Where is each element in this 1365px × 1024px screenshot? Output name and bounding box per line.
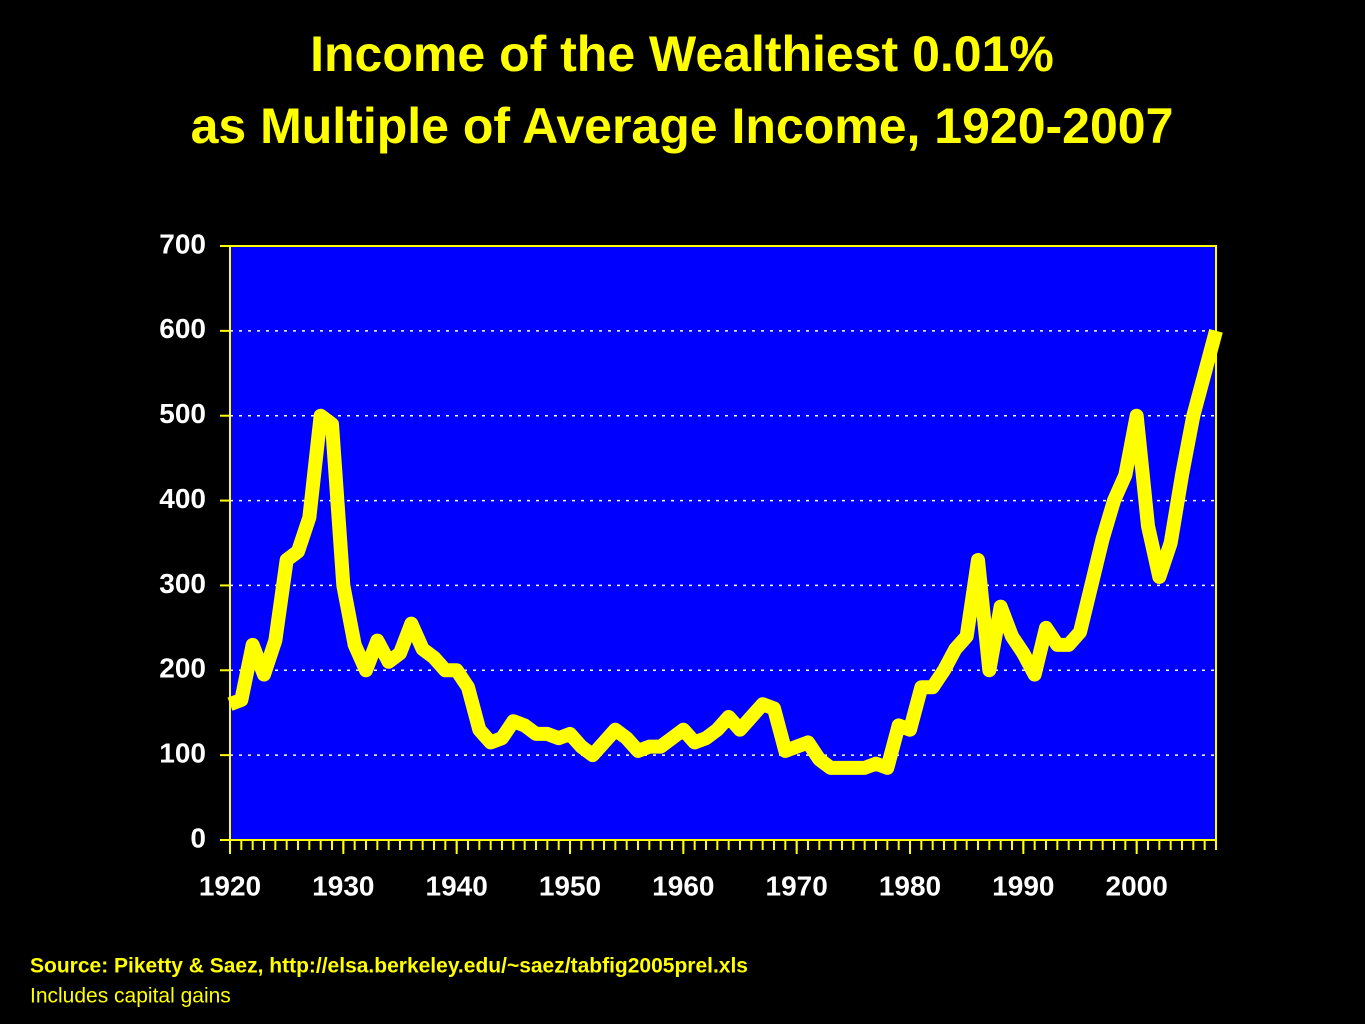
x-tick-label: 1990 [992,870,1054,901]
chart-title: Income of the Wealthiest 0.01% [310,26,1054,82]
source: Source: Piketty & Saez, http://elsa.berk… [30,955,748,978]
y-tick-label: 200 [159,653,206,684]
plot-area [229,245,1217,841]
chart-title: as Multiple of Average Income, 1920-2007 [191,98,1174,154]
x-tick-label: 1980 [879,870,941,901]
x-tick-label: 1970 [766,870,828,901]
note: Includes capital gains [30,985,231,1008]
y-tick-label: 700 [159,228,206,259]
y-tick-label: 600 [159,313,206,344]
y-tick-label: 0 [190,822,206,853]
x-tick-label: 1960 [652,870,714,901]
y-tick-label: 100 [159,738,206,769]
y-tick-label: 500 [159,398,206,429]
data-line [227,329,1223,775]
y-tick-label: 400 [159,483,206,514]
y-tick-label: 300 [159,568,206,599]
x-tick-label: 1930 [312,870,374,901]
x-tick-label: 1950 [539,870,601,901]
x-tick-label: 1940 [426,870,488,901]
x-tick-label: 2000 [1106,870,1168,901]
x-tick-label: 1920 [199,870,261,901]
